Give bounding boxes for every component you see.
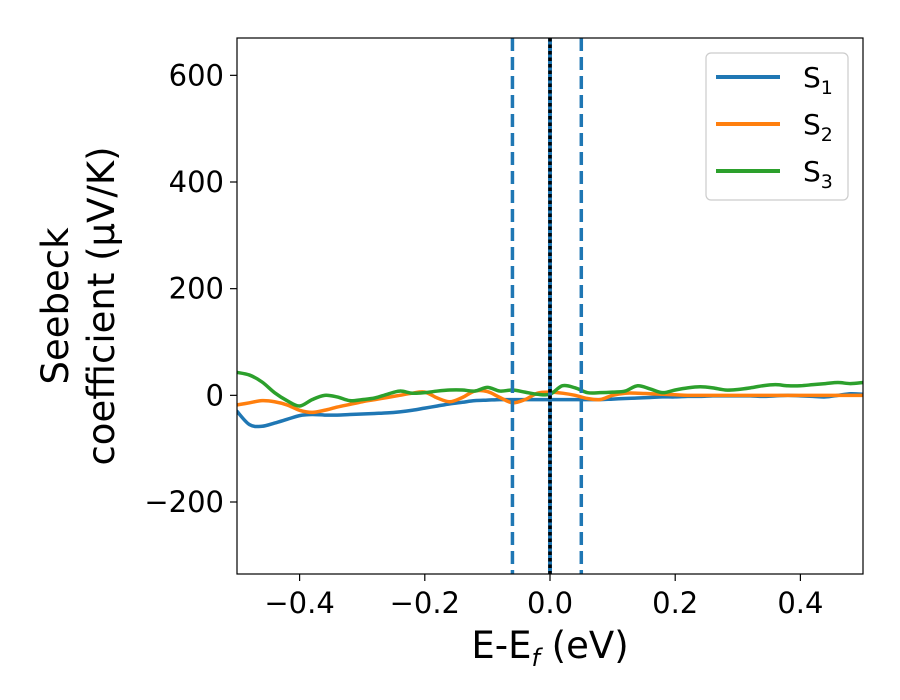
x-axis-label: E-Ef (eV) (471, 624, 628, 672)
legend: S1 S2 S3 (705, 52, 849, 201)
y-axis-label-line1: Seebeck (34, 227, 77, 385)
y-tick-label: 200 (169, 272, 224, 306)
legend-label-s1: S1 (803, 61, 833, 99)
x-axis-label-unit: (eV) (540, 624, 629, 667)
y-tick-label: −200 (144, 485, 224, 519)
y-tick-label: 0 (206, 378, 224, 412)
x-tick-label: −0.2 (390, 586, 460, 620)
legend-label-s3: S3 (803, 155, 833, 193)
x-tick-label: 0.2 (652, 586, 698, 620)
x-tick-label: 0.0 (527, 586, 573, 620)
x-axis-label-main: E-E (471, 624, 531, 667)
y-tick-label: 600 (169, 58, 224, 92)
x-tick-label: −0.4 (264, 586, 334, 620)
legend-box (705, 52, 849, 201)
reference-lines (510, 38, 584, 574)
legend-label-s2: S2 (803, 108, 833, 146)
y-axis-label-line2: coefficient (μV/K) (80, 146, 123, 465)
y-tick-label: 400 (169, 165, 224, 199)
y-axis-label: Seebeck coefficient (μV/K) (34, 146, 123, 465)
x-tick-label: 0.4 (777, 586, 823, 620)
y-axis-ticks: −200 0 200 400 600 (144, 58, 237, 519)
x-axis-ticks: −0.4 −0.2 0.0 0.2 0.4 (264, 574, 823, 620)
